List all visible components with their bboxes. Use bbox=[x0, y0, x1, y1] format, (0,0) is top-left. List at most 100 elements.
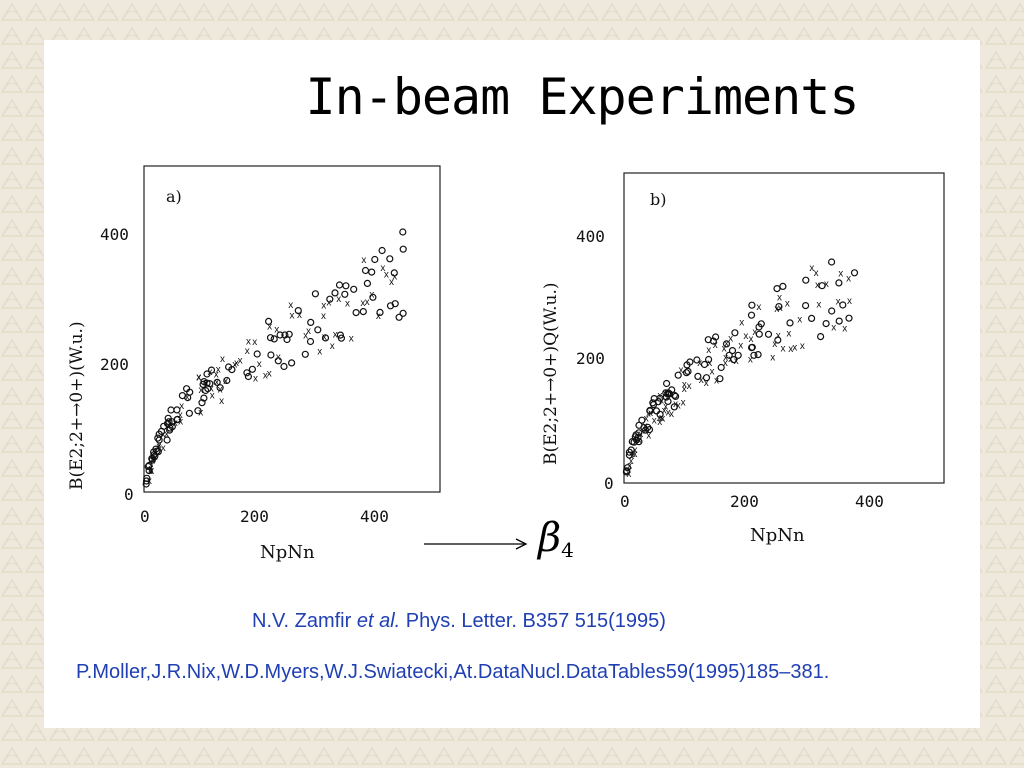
data-point: x bbox=[161, 429, 166, 440]
data-point: x bbox=[643, 421, 648, 432]
data-point bbox=[266, 334, 275, 342]
data-point bbox=[399, 245, 407, 253]
data-point bbox=[684, 367, 692, 375]
data-point bbox=[755, 323, 763, 331]
data-point bbox=[244, 372, 252, 381]
y-axis-label: B(E2;2+→0+)Q(W.u.) bbox=[541, 282, 561, 465]
data-point: x bbox=[687, 381, 692, 392]
data-point: x bbox=[389, 277, 394, 288]
data-point: x bbox=[148, 464, 153, 475]
data-point: x bbox=[722, 344, 727, 355]
data-point bbox=[203, 370, 211, 378]
data-point: x bbox=[707, 358, 712, 369]
data-point: x bbox=[150, 455, 155, 466]
data-point bbox=[670, 391, 678, 399]
data-point bbox=[802, 302, 810, 310]
data-point bbox=[386, 255, 394, 263]
data-point: x bbox=[777, 293, 782, 304]
data-point: x bbox=[322, 332, 327, 343]
data-point bbox=[326, 295, 334, 303]
y-tick-label: 200 bbox=[576, 349, 605, 368]
data-point: x bbox=[723, 358, 728, 369]
data-point: x bbox=[815, 280, 820, 291]
panel-label: b) bbox=[650, 190, 666, 209]
data-point bbox=[754, 351, 762, 359]
data-point: x bbox=[626, 469, 631, 480]
data-point: x bbox=[710, 366, 715, 377]
data-point bbox=[622, 467, 631, 475]
data-point bbox=[822, 320, 830, 328]
data-point: x bbox=[376, 311, 381, 322]
data-point: x bbox=[274, 325, 279, 336]
data-point bbox=[363, 279, 371, 288]
y-tick-label: 0 bbox=[604, 474, 614, 493]
data-point: x bbox=[666, 407, 671, 418]
data-point bbox=[359, 308, 367, 316]
data-point: x bbox=[147, 476, 152, 487]
data-point: x bbox=[633, 449, 638, 460]
data-point: x bbox=[257, 359, 262, 370]
data-point bbox=[376, 308, 384, 316]
data-point bbox=[371, 255, 379, 264]
data-point bbox=[716, 375, 724, 383]
data-point: x bbox=[847, 296, 852, 307]
data-point: x bbox=[384, 270, 389, 281]
data-point bbox=[352, 309, 360, 317]
data-point: x bbox=[220, 354, 225, 365]
data-point bbox=[664, 390, 672, 398]
data-point: x bbox=[330, 341, 335, 352]
data-point bbox=[143, 474, 151, 482]
data-point bbox=[341, 290, 349, 298]
data-point: x bbox=[778, 303, 783, 314]
data-point bbox=[331, 289, 339, 297]
data-point bbox=[142, 477, 151, 485]
data-point bbox=[395, 313, 403, 321]
x-tick-label: 200 bbox=[730, 492, 759, 511]
data-point: x bbox=[321, 300, 326, 311]
x-axis-label: NpNn bbox=[260, 542, 315, 563]
data-point bbox=[625, 448, 634, 456]
data-point: x bbox=[846, 273, 851, 284]
data-point bbox=[638, 416, 646, 424]
data-point: x bbox=[209, 384, 214, 395]
data-point: x bbox=[797, 315, 802, 326]
data-point: x bbox=[380, 263, 385, 274]
data-point bbox=[773, 284, 781, 293]
data-point: x bbox=[232, 359, 237, 370]
data-point bbox=[817, 333, 825, 341]
data-point bbox=[764, 330, 773, 338]
data-point: x bbox=[263, 371, 268, 382]
data-point: x bbox=[788, 344, 793, 355]
data-point: x bbox=[669, 409, 674, 420]
data-point: x bbox=[714, 376, 719, 387]
data-point: x bbox=[210, 391, 215, 402]
data-point: x bbox=[785, 299, 790, 310]
data-point: x bbox=[774, 304, 779, 315]
beta-4-symbol: β4 bbox=[538, 518, 574, 560]
data-point: x bbox=[173, 418, 178, 429]
data-point: x bbox=[333, 330, 338, 341]
data-point bbox=[731, 329, 739, 337]
data-point: x bbox=[179, 401, 184, 412]
data-point: x bbox=[218, 385, 223, 396]
data-point bbox=[635, 438, 643, 446]
data-point bbox=[311, 290, 319, 298]
data-point: x bbox=[658, 391, 663, 402]
data-point: x bbox=[148, 466, 153, 477]
beta-letter: β bbox=[538, 515, 562, 561]
data-point: x bbox=[185, 392, 190, 403]
data-point bbox=[145, 467, 153, 475]
data-point bbox=[774, 336, 782, 344]
data-point: x bbox=[306, 326, 311, 337]
data-point: x bbox=[660, 414, 665, 425]
data-point: x bbox=[657, 417, 662, 428]
data-point: x bbox=[198, 408, 203, 419]
data-point: x bbox=[659, 413, 664, 424]
data-point bbox=[378, 246, 386, 255]
data-point bbox=[748, 344, 756, 352]
data-point: x bbox=[663, 401, 668, 412]
data-point bbox=[835, 279, 843, 287]
data-point bbox=[337, 334, 345, 342]
data-point bbox=[704, 336, 712, 344]
